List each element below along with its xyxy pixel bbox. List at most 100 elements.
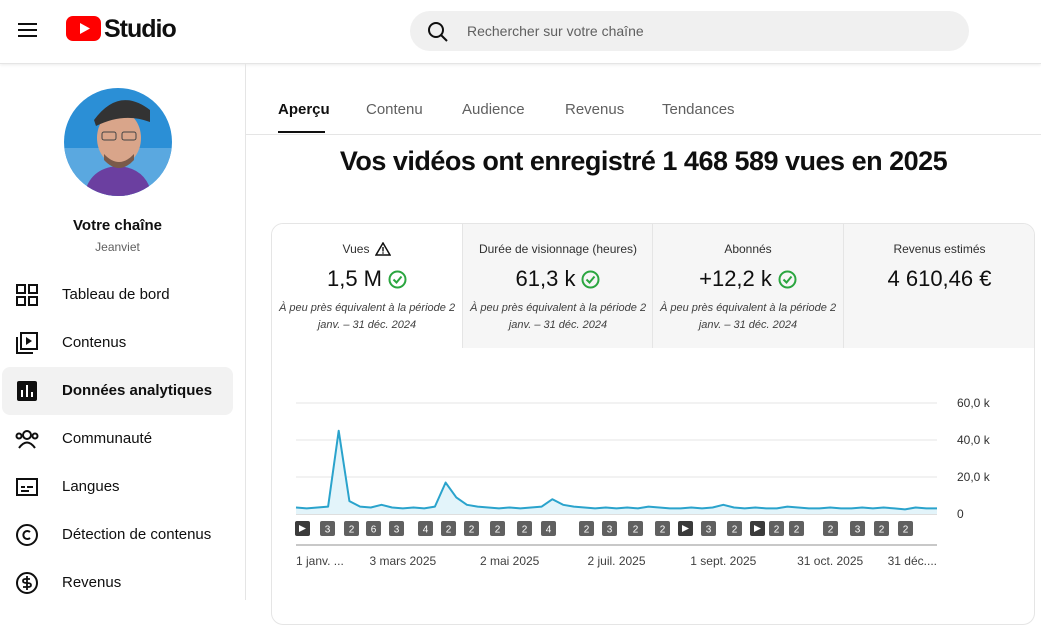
metric-title: Durée de visionnage (heures) [478, 242, 638, 256]
marker-count: 4 [546, 525, 552, 536]
marker-count: 2 [469, 525, 475, 536]
x-tick-label: 2 juil. 2025 [587, 554, 645, 568]
tab[interactable]: Revenus [565, 101, 625, 118]
marker-count: 2 [446, 525, 452, 536]
y-tick-label: 20,0 k [957, 470, 991, 484]
sidebar: Votre chaîne Jeanviet Tableau de bord Co… [0, 64, 246, 600]
nav-label: Langues [62, 478, 120, 495]
metrics-card: Vues 1,5 M À peu près équivalent à la pé… [271, 223, 1035, 625]
logo-icon[interactable] [66, 16, 102, 42]
marker-box [418, 521, 433, 536]
metric-value: +12,2 k [699, 266, 772, 291]
marker-box [874, 521, 889, 536]
x-tick-label: 31 oct. 2025 [797, 554, 863, 568]
nav-label: Détection de contenus [62, 526, 212, 543]
metric-value: 61,3 k [515, 266, 576, 291]
nav-label: Contenus [62, 334, 127, 351]
metric-value: 4 610,46 € [887, 266, 992, 291]
marker-box [823, 521, 838, 536]
marker-count: 2 [660, 525, 666, 536]
metric-title: Revenus estimés [893, 242, 986, 256]
area [296, 430, 937, 514]
search-box[interactable]: Rechercher sur votre chaîne [410, 11, 969, 51]
nav-item[interactable]: Détection de contenus [2, 511, 233, 559]
marker-box [789, 521, 804, 536]
video-marker-icon [682, 525, 689, 532]
marker-count: 2 [774, 525, 780, 536]
marker-count: 2 [522, 525, 528, 536]
header: Studio Rechercher sur votre chaîne [0, 0, 1041, 64]
nav-icon [15, 430, 39, 449]
tab[interactable]: Contenu [366, 101, 423, 118]
search-placeholder: Rechercher sur votre chaîne [467, 23, 644, 39]
marker-box [850, 521, 865, 536]
nav-item[interactable]: Données analytiques [2, 367, 233, 415]
tab-divider [246, 134, 1041, 135]
video-marker-icon [754, 525, 761, 532]
y-tick-label: 60,0 k [957, 396, 991, 410]
metric-comparison: À peu près équivalent à la période 2 jan… [469, 302, 647, 331]
marker-count: 2 [633, 525, 639, 536]
channel-title: Votre chaîne [73, 217, 162, 234]
marker-box [464, 521, 479, 536]
nav-icon [16, 332, 38, 354]
metric-tile[interactable]: Abonnés +12,2 k À peu près équivalent à … [652, 224, 843, 348]
tab[interactable]: Aperçu [278, 101, 330, 118]
nav-label: Tableau de bord [62, 286, 170, 303]
nav-item[interactable]: Langues [2, 463, 233, 511]
logo-text[interactable]: Studio [104, 15, 177, 43]
check-icon [581, 270, 600, 288]
metric-tile[interactable]: Revenus estimés 4 610,46 € [843, 224, 1034, 348]
marker-count: 3 [855, 525, 861, 536]
nav-icon [16, 524, 38, 546]
x-tick-label: 1 janv. ... [296, 554, 344, 568]
metric-tile[interactable]: Durée de visionnage (heures) 61,3 k À pe… [462, 224, 653, 348]
video-marker-icon [299, 525, 306, 532]
tab-indicator [278, 131, 325, 133]
tab[interactable]: Audience [462, 101, 525, 118]
nav-label: Données analytiques [62, 382, 213, 399]
headline: Vos vidéos ont enregistré 1 468 589 vues… [339, 146, 948, 176]
marker-box [769, 521, 784, 536]
marker-box [579, 521, 594, 536]
nav-item[interactable]: Tableau de bord [2, 271, 233, 319]
marker-box [701, 521, 716, 536]
marker-box [602, 521, 617, 536]
marker-box [320, 521, 335, 536]
marker-count: 6 [371, 525, 377, 536]
nav-label: Revenus [62, 574, 122, 591]
x-tick-label: 1 sept. 2025 [690, 554, 756, 568]
nav-icon [16, 284, 38, 306]
marker-box [727, 521, 742, 536]
nav-label: Communauté [62, 430, 153, 447]
tab[interactable]: Tendances [662, 101, 735, 118]
nav-item[interactable]: Communauté [2, 415, 233, 463]
chart: 0 20,0 k 40,0 k 60,0 k 1 janv. ... 3 mars 202… [295, 396, 991, 568]
marker-box [898, 521, 913, 536]
marker-count: 3 [325, 525, 331, 536]
marker-box [344, 521, 359, 536]
menu-button[interactable] [18, 21, 38, 39]
marker-count: 2 [584, 525, 590, 536]
marker-box [628, 521, 643, 536]
metric-title: Abonnés [724, 242, 772, 256]
avatar[interactable] [64, 88, 172, 196]
marker-count: 3 [607, 525, 613, 536]
nav-icon [16, 572, 38, 594]
y-tick-label: 0 [957, 507, 964, 521]
check-icon [388, 270, 407, 288]
nav-item[interactable]: Contenus [2, 319, 233, 367]
marker-count: 3 [706, 525, 712, 536]
warning-icon [375, 242, 392, 256]
marker-count: 4 [423, 525, 429, 536]
search-icon [428, 22, 448, 42]
metric-tile[interactable]: Vues 1,5 M À peu près équivalent à la pé… [272, 224, 462, 348]
metric-comparison: À peu près équivalent à la période 2 jan… [278, 302, 456, 331]
marker-box [490, 521, 505, 536]
marker-count: 2 [879, 525, 885, 536]
channel-name: Jeanviet [95, 240, 140, 254]
marker-box [441, 521, 456, 536]
line [295, 429, 937, 511]
nav-item[interactable]: Revenus [2, 559, 233, 607]
